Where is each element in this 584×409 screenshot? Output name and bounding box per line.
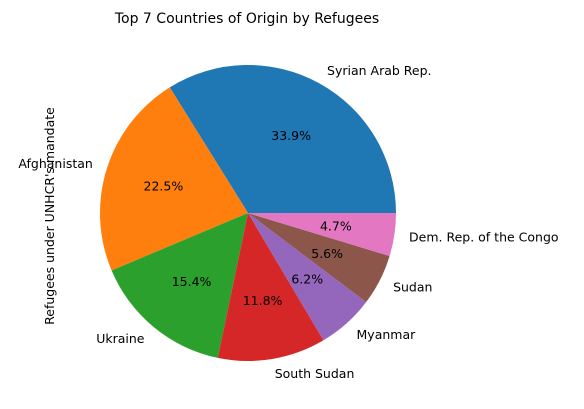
slice-category-label: Ukraine [96,331,145,346]
pie-slice [248,213,396,257]
slice-percent-label: 6.2% [291,272,323,287]
pie-labels: 33.9% Syrian Arab Rep. 22.5% Afghanistan 15.… [18,63,558,381]
pie-slices [99,65,396,361]
pie-slice [99,87,248,271]
slice-category-label: South Sudan [275,366,355,381]
pie-slice [111,213,248,358]
chart-title: Top 7 Countries of Origin by Refugees [114,11,379,27]
slice-category-label: Syrian Arab Rep. [327,63,431,78]
pie-slice [217,213,324,361]
slice-percent-label: 22.5% [144,179,184,194]
slice-category-label: Dem. Rep. of the Congo [409,229,559,244]
slice-category-label: Afghanistan [18,156,92,171]
pie-slice [248,213,367,341]
slice-percent-label: 11.8% [243,293,283,308]
slice-category-label: Sudan [393,279,432,294]
pie-slice [248,213,390,303]
y-axis-label: Refugees under UNHCR's mandate [42,107,57,325]
slice-percent-label: 4.7% [320,219,352,234]
slice-percent-label: 15.4% [172,274,212,289]
pie-slice [169,65,396,213]
slice-percent-label: 33.9% [271,128,311,143]
slice-percent-label: 5.6% [311,246,343,261]
slice-category-label: Myanmar [357,327,417,342]
